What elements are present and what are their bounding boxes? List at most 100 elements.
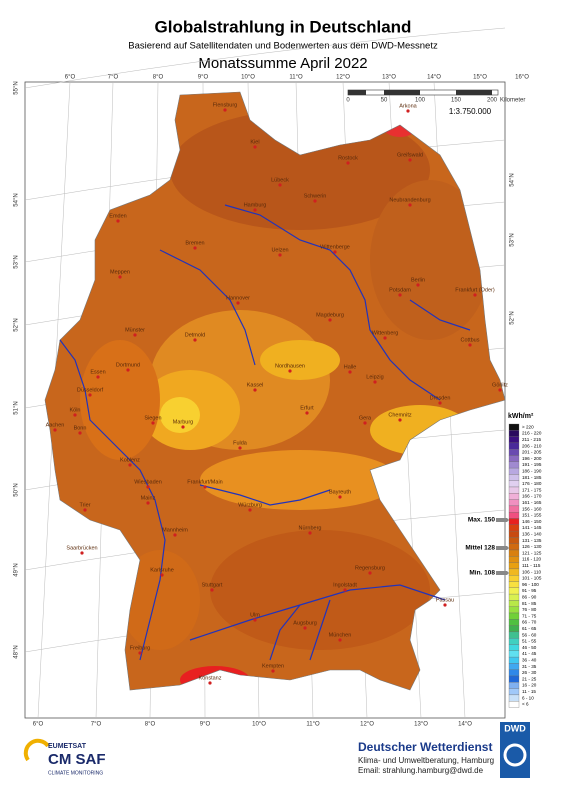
legend-swatch [508, 631, 520, 639]
city-dot [73, 413, 77, 417]
legend-label: 16 - 20 [522, 683, 537, 688]
legend-label: 81 - 85 [522, 601, 537, 606]
city-label: Wiesbaden [134, 479, 162, 485]
city-dot [223, 108, 227, 112]
legend-label: 146 - 150 [522, 519, 542, 524]
dwd-logo-text: DWD [504, 723, 526, 733]
city-label: Frankfurt (Oder) [455, 287, 495, 293]
lon-label: 13°O [414, 722, 428, 728]
legend-label: 211 - 215 [522, 437, 542, 442]
legend-swatch [508, 505, 520, 513]
parallel [24, 27, 506, 89]
legend-swatch [508, 467, 520, 475]
city-dot [193, 338, 197, 342]
eumetsat: EUMETSAT [48, 743, 87, 750]
legend-label: 66 - 70 [522, 620, 537, 625]
city-dot [80, 551, 84, 555]
legend-swatch [508, 436, 520, 444]
subtitle: Basierend auf Satellitendaten und Bodenw… [128, 41, 438, 52]
city-label: Nordhausen [275, 363, 305, 369]
lon-label: 9°O [198, 75, 209, 81]
city-label: Lübeck [271, 177, 289, 183]
city-dot [203, 485, 207, 489]
lon-label: 11°O [306, 722, 320, 728]
cm-text: CLIMATE MONITORING [48, 770, 103, 776]
city-dot [83, 508, 87, 512]
city-label: Regensburg [355, 565, 385, 571]
legend-swatch [508, 612, 520, 620]
legend-label: 101 - 105 [522, 576, 542, 581]
city-label: Emden [109, 213, 126, 219]
city-dot [253, 208, 257, 212]
city-label: Flensburg [213, 102, 237, 108]
legend-swatch [508, 675, 520, 683]
legend-label: 121 - 125 [522, 550, 542, 555]
lon-label: 11°O [289, 75, 303, 81]
city-label: Ingolstadt [333, 582, 357, 588]
stat-pointer [496, 546, 509, 550]
city-label: Rostock [338, 155, 358, 161]
city-dot [253, 388, 257, 392]
city-label: Gera [359, 415, 372, 421]
legend-swatch [508, 493, 520, 500]
city-dot [303, 626, 307, 630]
lon-label: 13°O [382, 75, 396, 81]
city-dot [308, 531, 312, 535]
city-label: Halle [344, 364, 357, 370]
city-label: Kempten [262, 663, 284, 669]
scale-ratio: 1:3.750.000 [449, 107, 492, 116]
city-label: Ulm [250, 612, 260, 618]
city-label: Freiburg [130, 645, 150, 651]
city-dot [288, 369, 292, 373]
legend-swatch [508, 644, 520, 651]
cities: Flensburg Kiel Lübeck Rostock Greifswald Arko… [46, 102, 508, 685]
legend-swatch [508, 694, 520, 702]
city-label: München [329, 632, 352, 638]
legend-swatch [508, 581, 520, 588]
city-dot [278, 253, 282, 257]
legend-swatch [508, 606, 520, 614]
legend-swatch [508, 530, 520, 538]
city-label: Mannheim [162, 527, 188, 533]
city-label: Würzburg [238, 502, 262, 508]
city-label: Konstanz [199, 675, 222, 681]
stat-pointer [496, 571, 509, 575]
lon-label: 15°O [473, 75, 487, 81]
city-dot [88, 393, 92, 397]
lon-label: 12°O [360, 722, 374, 728]
city-label: Düsseldorf [77, 387, 104, 393]
city-dot [473, 293, 477, 297]
legend-label: 96 - 100 [522, 582, 539, 587]
legend-swatch [508, 486, 520, 494]
legend-unit: kWh/m² [508, 413, 534, 420]
city-dot [173, 533, 177, 537]
city-dot [398, 293, 402, 297]
lon-label: 8°O [145, 722, 156, 728]
legend-label: 6 - 10 [522, 695, 534, 700]
city-dot [305, 411, 309, 415]
dwd-email: Email: strahlung.hamburg@dwd.de [358, 766, 484, 775]
city-label: Dresden [430, 395, 451, 401]
lon-label: 14°O [458, 722, 472, 728]
cmsaf: CM SAF [48, 751, 106, 768]
city-label: Uelzen [271, 247, 288, 253]
city-dot [338, 495, 342, 499]
legend-swatch [508, 682, 520, 689]
lat-label: 55°N [14, 81, 20, 94]
scale-tick: 50 [381, 98, 388, 104]
legend-swatch [508, 638, 520, 645]
legend-swatch [508, 518, 520, 525]
lon-label: 9°O [200, 722, 211, 728]
legend-label: 106 - 110 [522, 569, 542, 574]
legend-label: 176 - 180 [522, 481, 542, 486]
city-dot [208, 681, 212, 685]
dwd-dept: Klima- und Umweltberatung, Hamburg [358, 756, 494, 765]
legend-label: 116 - 120 [522, 557, 542, 562]
legend-label: 141 - 145 [522, 525, 542, 530]
city-dot [248, 508, 252, 512]
legend-label: 166 - 170 [522, 494, 542, 499]
lat-label: 54°N [510, 173, 516, 186]
legend-label: 191 - 195 [522, 462, 542, 467]
city-label: Hannover [226, 295, 250, 301]
